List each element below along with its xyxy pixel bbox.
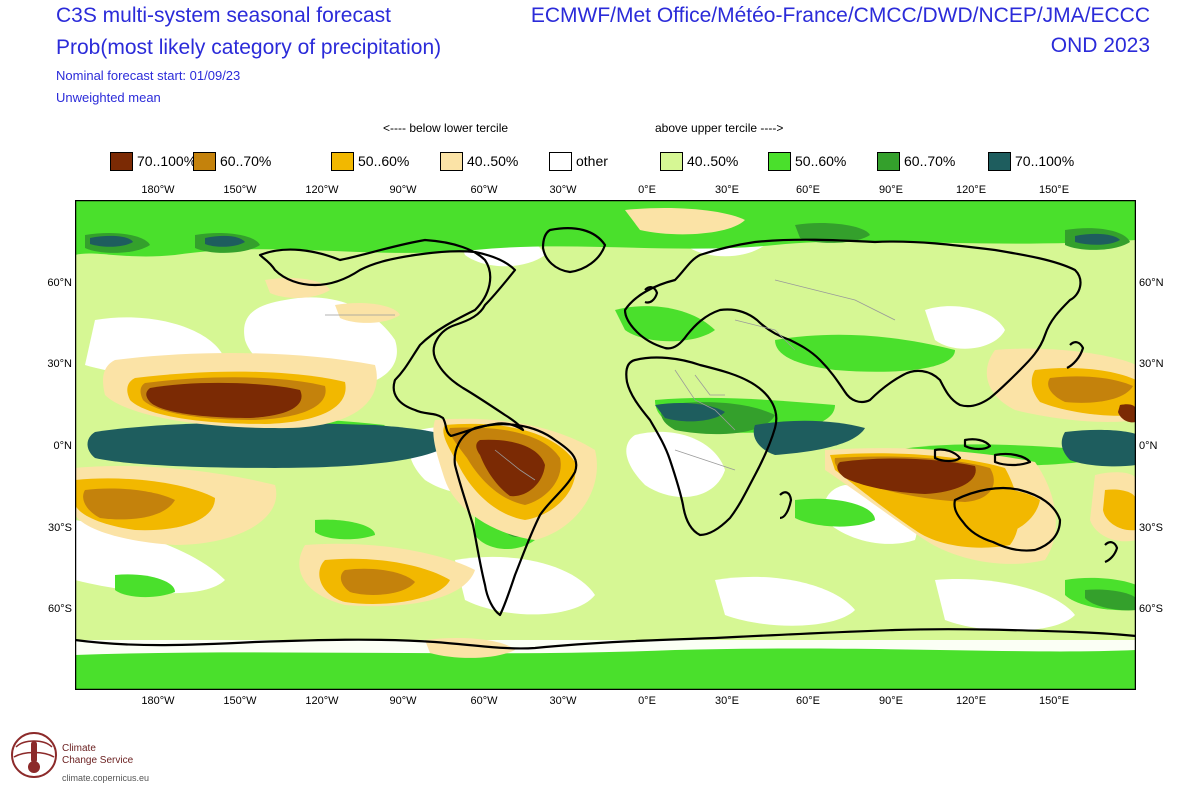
legend-item: 50..60% <box>768 150 846 172</box>
tick-label: 90°W <box>389 184 417 196</box>
legend-swatch <box>988 151 1011 171</box>
tick-label: 60°E <box>796 695 820 707</box>
legend-item: 40..50% <box>660 150 738 172</box>
tick-label: 0°N <box>1139 440 1158 452</box>
tick-label: 120°E <box>955 695 987 707</box>
copernicus-logo: Climate Change Service climate.copernicu… <box>0 725 180 791</box>
tick-label: 30°W <box>549 695 577 707</box>
coastlines <box>75 227 1136 650</box>
legend-item: other <box>549 150 608 172</box>
tick-label: 60°N <box>1139 277 1164 289</box>
tick-label: 30°N <box>1139 358 1164 370</box>
legend-label: 60..70% <box>904 153 956 169</box>
tick-label: 60°W <box>470 184 498 196</box>
systems-text: ECMWF/Met Office/Météo-France/CMCC/DWD/N… <box>530 4 1150 27</box>
legend-below-header: <---- below lower tercile <box>383 121 509 135</box>
legend-item: 50..60% <box>331 150 409 172</box>
legend-swatch <box>331 151 354 171</box>
map-subtitle: Prob(most likely category of precipitati… <box>56 36 442 59</box>
legend-swatch <box>877 151 900 171</box>
tick-label: 30°S <box>48 522 72 534</box>
tick-label: 60°N <box>47 277 72 289</box>
legend-label: 40..50% <box>467 153 519 169</box>
tick-label: 30°E <box>715 695 739 707</box>
legend-above-header: above upper tercile ----> <box>655 121 784 135</box>
below-70-100-regions <box>146 382 1136 497</box>
legend-swatch <box>110 151 133 171</box>
above-60-70-regions <box>85 223 1136 611</box>
legend-label: 70..100% <box>137 153 197 169</box>
legend-swatch <box>768 151 791 171</box>
tick-label: 60°S <box>1139 603 1163 615</box>
tick-label: 150°W <box>223 695 257 707</box>
legend-label: 50..60% <box>358 153 410 169</box>
tick-label: 90°E <box>879 184 903 196</box>
legend-swatch <box>193 151 216 171</box>
legend-item: 40..50% <box>440 150 518 172</box>
legend-label: 60..70% <box>220 153 272 169</box>
tick-label: 30°N <box>47 358 72 370</box>
logo-url: climate.copernicus.eu <box>62 773 150 783</box>
legend-item: 60..70% <box>193 150 271 172</box>
legend-item: 60..70% <box>877 150 955 172</box>
legend-label: 40..50% <box>687 153 739 169</box>
legend-swatch <box>549 151 572 171</box>
tick-label: 90°W <box>389 695 417 707</box>
tick-label: 150°E <box>1038 695 1070 707</box>
above-70-100-regions <box>87 233 1136 468</box>
legend-swatch <box>660 151 683 171</box>
logo-line1: Climate <box>62 743 96 754</box>
legend-item: 70..100% <box>988 150 1074 172</box>
legend-label: 70..100% <box>1015 153 1075 169</box>
legend-item: 70..100% <box>110 150 196 172</box>
tick-label: 0°E <box>638 695 656 707</box>
forecast-map <box>75 200 1136 690</box>
mean-type-text: Unweighted mean <box>56 90 161 105</box>
tick-label: 150°E <box>1038 184 1070 196</box>
tick-label: 60°W <box>470 695 498 707</box>
tick-label: 30°W <box>549 184 577 196</box>
map-title: C3S multi-system seasonal forecast <box>56 4 391 27</box>
thermometer-globe-icon <box>11 732 57 778</box>
tick-label: 120°W <box>305 184 339 196</box>
legend-label: other <box>576 153 608 169</box>
tick-label: 120°W <box>305 695 339 707</box>
logo-line2: Change Service <box>62 755 134 766</box>
tick-label: 30°S <box>1139 522 1163 534</box>
map-frame <box>75 200 1136 690</box>
tick-label: 150°W <box>223 184 257 196</box>
tick-label: 90°E <box>879 695 903 707</box>
tick-label: 120°E <box>955 184 987 196</box>
tick-label: 180°W <box>141 695 175 707</box>
country-borders <box>325 279 896 481</box>
tick-label: 60°E <box>796 184 820 196</box>
forecast-start-text: Nominal forecast start: 01/09/23 <box>56 68 241 83</box>
tick-label: 30°E <box>715 184 739 196</box>
tick-label: 180°W <box>141 184 175 196</box>
tick-label: 0°E <box>638 184 656 196</box>
tick-label: 60°S <box>48 603 72 615</box>
legend-label: 50..60% <box>795 153 847 169</box>
legend-swatch <box>440 151 463 171</box>
tick-label: 0°N <box>53 440 72 452</box>
season-text: OND 2023 <box>1050 34 1150 57</box>
